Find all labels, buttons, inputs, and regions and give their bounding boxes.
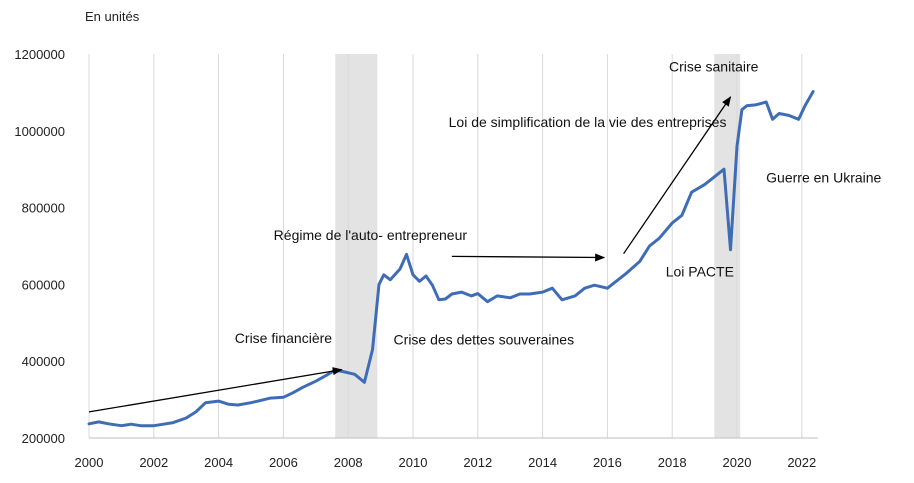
series-line-0 [87, 90, 815, 428]
shaded-period-0 [335, 54, 378, 438]
x-tick-label: 2014 [528, 455, 557, 470]
annotation-label: Guerre en Ukraine [766, 170, 881, 186]
x-tick-label: 2008 [334, 455, 363, 470]
y-tick-label: 600000 [22, 277, 65, 292]
x-tick-label: 2010 [399, 455, 428, 470]
annotation-label: Crise sanitaire [669, 58, 759, 74]
shaded-period-1 [714, 54, 741, 438]
y-tick-label: 800000 [22, 201, 65, 216]
annotation-label: Loi de simplification de la vie des entr… [449, 114, 727, 130]
annotation-label: Crise financière [235, 330, 332, 346]
y-tick-label: 1200000 [14, 47, 65, 62]
annotation-arrow-2 [623, 96, 732, 255]
x-tick-label: 2016 [593, 455, 622, 470]
annotation-arrow-0 [88, 367, 343, 413]
annotation-label: Crise des dettes souveraines [394, 332, 575, 348]
x-tick-label: 2012 [463, 455, 492, 470]
annotation-arrow-1 [451, 253, 606, 262]
x-tick-label: 2000 [75, 455, 104, 470]
x-tick-label: 2018 [658, 455, 687, 470]
y-tick-label: 1000000 [14, 124, 65, 139]
x-tick-label: 2006 [269, 455, 298, 470]
annotation-label: Régime de l'auto- entrepreneur [274, 227, 468, 243]
annotation-label: Loi PACTE [666, 264, 734, 280]
unit-label: En unités [85, 9, 140, 24]
x-tick-label: 2022 [787, 455, 816, 470]
x-tick-label: 2020 [723, 455, 752, 470]
y-tick-label: 200000 [22, 431, 65, 446]
y-tick-label: 400000 [22, 354, 65, 369]
x-tick-label: 2002 [139, 455, 168, 470]
x-tick-label: 2004 [204, 455, 233, 470]
